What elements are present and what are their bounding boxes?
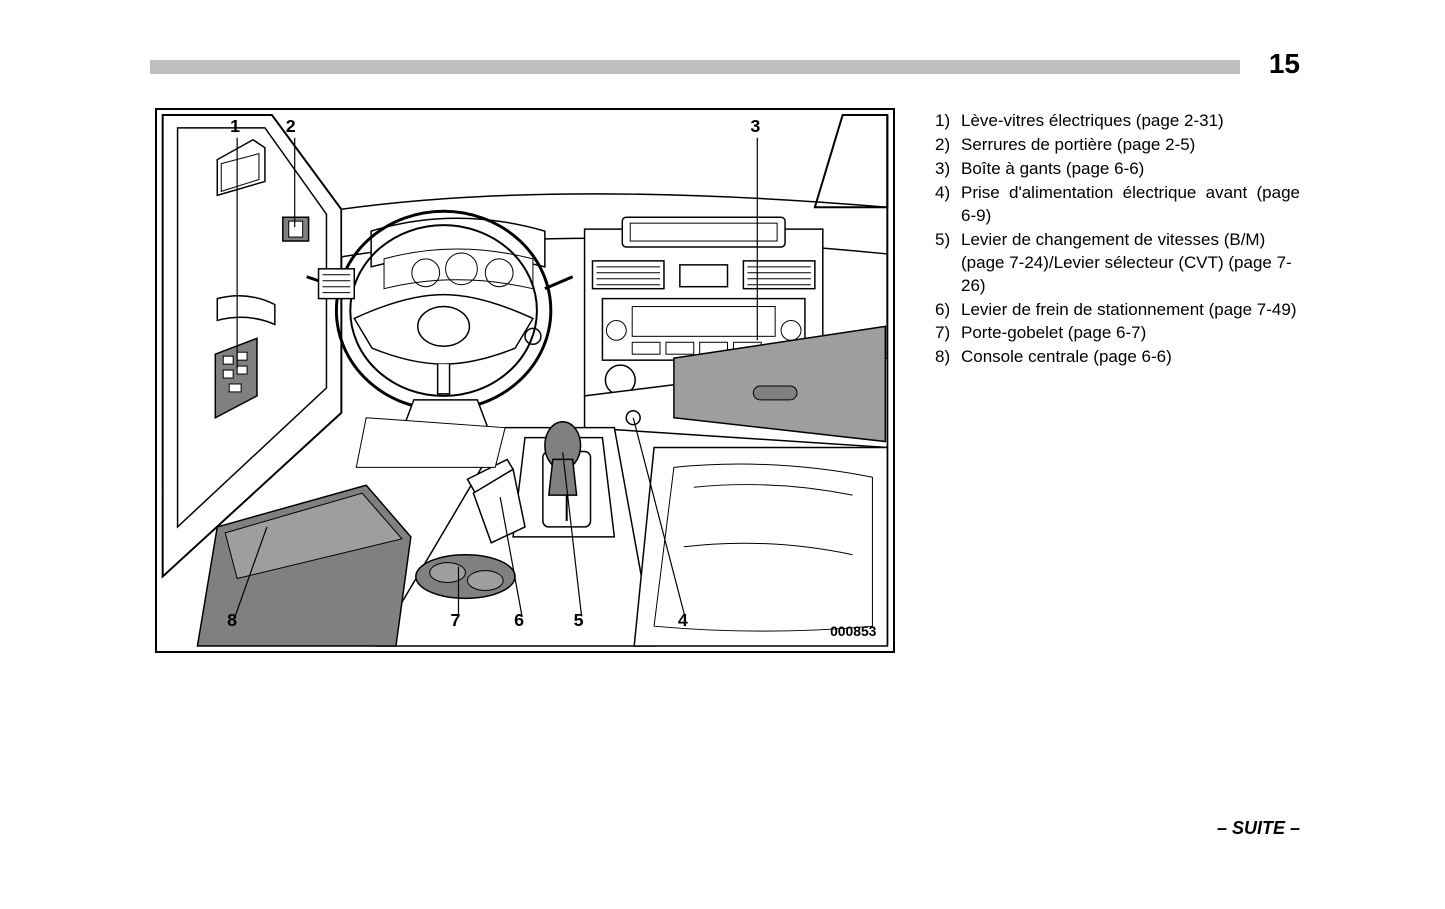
svg-text:7: 7 [451,610,461,630]
svg-text:1: 1 [230,116,240,136]
svg-text:3: 3 [750,116,760,136]
legend-item: 8)Console centrale (page 6-6) [935,346,1300,369]
svg-text:5: 5 [574,610,584,630]
svg-text:8: 8 [227,610,237,630]
legend-item: 5)Levier de changement de vitesses (B/M)… [935,229,1300,298]
legend-item: 3)Boîte à gants (page 6-6) [935,158,1300,181]
footer-continued: – SUITE – [1217,818,1300,839]
legend-number: 3) [935,158,961,181]
legend-text: Serrures de portière (page 2-5) [961,134,1300,157]
legend-text: Prise d'alimentation électrique avant (p… [961,182,1300,228]
svg-text:2: 2 [286,116,296,136]
legend-number: 7) [935,322,961,345]
legend-item: 1)Lève-vitres électriques (page 2-31) [935,110,1300,133]
legend-text: Lève-vitres électriques (page 2-31) [961,110,1300,133]
svg-text:6: 6 [514,610,524,630]
legend-text: Levier de frein de stationnement (page 7… [961,299,1300,322]
legend-item: 6)Levier de frein de stationnement (page… [935,299,1300,322]
legend-text: Porte-gobelet (page 6-7) [961,322,1300,345]
legend-item: 4)Prise d'alimentation électrique avant … [935,182,1300,228]
legend-number: 8) [935,346,961,369]
page-number: 15 [1269,48,1300,80]
legend-number: 6) [935,299,961,322]
svg-text:000853: 000853 [830,623,877,639]
legend-number: 1) [935,110,961,133]
legend-text: Levier de changement de vitesses (B/M) (… [961,229,1300,298]
legend-text: Console centrale (page 6-6) [961,346,1300,369]
legend-list: 1)Lève-vitres électriques (page 2-31)2)S… [935,108,1300,653]
legend-item: 7)Porte-gobelet (page 6-7) [935,322,1300,345]
legend-number: 2) [935,134,961,157]
legend-text: Boîte à gants (page 6-6) [961,158,1300,181]
content-row: 1 2 3 4 5 6 7 8 000853 1)Lève-vitres électrique… [155,108,1300,653]
dashboard-diagram: 1 2 3 4 5 6 7 8 000853 [157,110,893,651]
legend-number: 4) [935,182,961,228]
header-bar [150,60,1240,74]
legend-number: 5) [935,229,961,298]
diagram-box: 1 2 3 4 5 6 7 8 000853 [155,108,895,653]
legend-item: 2)Serrures de portière (page 2-5) [935,134,1300,157]
svg-text:4: 4 [678,610,688,630]
